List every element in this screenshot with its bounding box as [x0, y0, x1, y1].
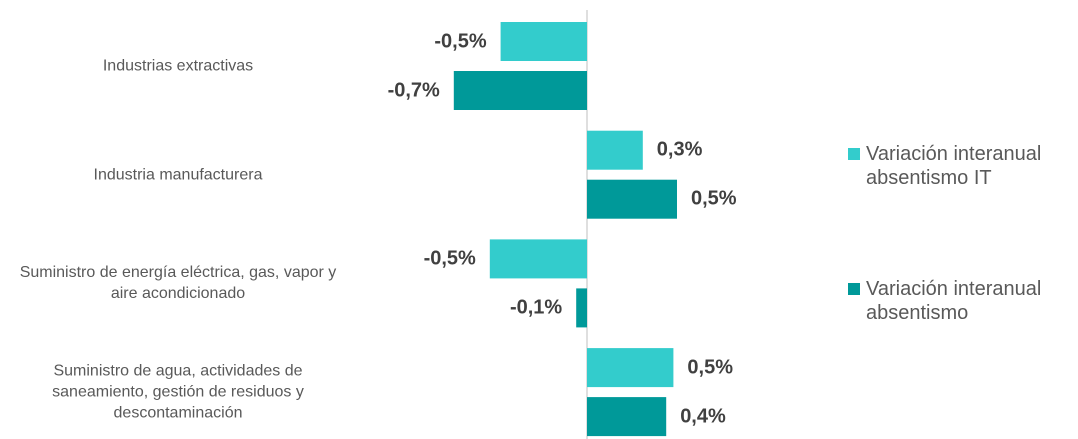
legend-label: Variación interanual absentismo: [866, 278, 1042, 324]
category-label: Industrias extractivas: [102, 57, 254, 75]
data-label: -0,5%: [434, 30, 487, 52]
bar: [489, 239, 587, 279]
bar: [587, 179, 677, 219]
data-label: -0,1%: [509, 296, 563, 319]
bar: [576, 288, 587, 328]
category-label: Industria manufacturera: [93, 166, 263, 184]
bar: [453, 71, 587, 110]
category-label: Suministro de agua, actividades de sanea…: [52, 362, 304, 422]
data-label: 0,4%: [680, 405, 726, 428]
category-label: Suministro de energía eléctrica, gas, va…: [19, 264, 337, 303]
legend-swatch: [848, 283, 860, 295]
bar: [587, 348, 674, 388]
legend-swatch: [848, 148, 860, 160]
legend-label: Variación interanual absentismo IT: [866, 143, 1042, 189]
data-label: 0,5%: [687, 356, 733, 379]
data-label: -0,7%: [387, 79, 440, 101]
bar: [587, 397, 667, 437]
data-label: -0,5%: [423, 247, 476, 270]
bar: [500, 22, 587, 61]
data-label: 0,5%: [691, 187, 737, 210]
data-label: 0,3%: [656, 138, 703, 161]
bar: [587, 130, 643, 170]
